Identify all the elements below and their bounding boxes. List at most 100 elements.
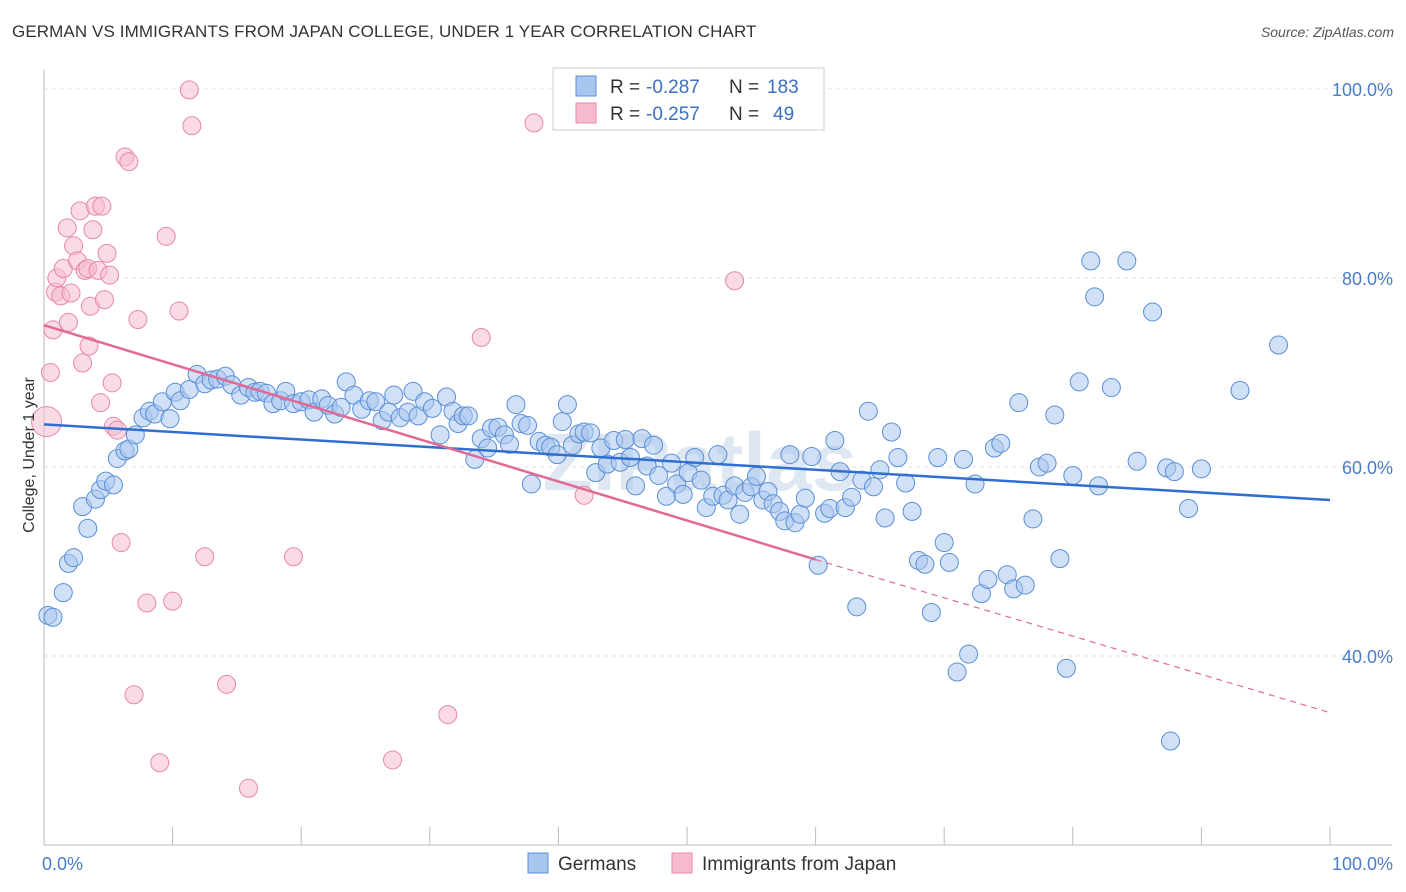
- data-point-germans: [384, 385, 404, 405]
- data-point-germans: [518, 415, 538, 435]
- y-axis-label: College, Under 1 year: [21, 377, 38, 533]
- data-point-germans: [915, 554, 935, 574]
- bottom-legend-label-germans: Germans: [558, 854, 636, 875]
- data-point-germans: [847, 597, 867, 617]
- data-point-germans: [649, 465, 669, 485]
- legend-swatch-japan: [575, 102, 597, 124]
- data-point-japan: [31, 406, 63, 438]
- data-point-germans: [644, 435, 664, 455]
- data-point-japan: [124, 685, 144, 705]
- data-point-germans: [1045, 405, 1065, 425]
- data-point-germans: [1164, 462, 1184, 482]
- data-point-japan: [238, 778, 258, 798]
- data-point-germans: [947, 662, 967, 682]
- data-point-germans: [1143, 302, 1163, 322]
- data-point-germans: [808, 555, 828, 575]
- data-point-germans: [1101, 378, 1121, 398]
- data-point-germans: [422, 398, 442, 418]
- y-tick-label: 60.0%: [1342, 458, 1393, 478]
- bottom-legend: Germans Immigrants from Japan: [527, 852, 896, 875]
- data-point-japan: [119, 152, 139, 172]
- data-point-germans: [615, 430, 635, 450]
- data-point-germans: [1056, 658, 1076, 678]
- data-point-japan: [102, 373, 122, 393]
- legend-n-label: N =: [729, 77, 759, 98]
- data-point-germans: [626, 476, 646, 496]
- bottom-legend-label-japan: Immigrants from Japan: [702, 854, 896, 875]
- data-point-japan: [156, 226, 176, 246]
- legend-r-value: -0.287: [646, 77, 700, 98]
- data-point-germans: [506, 395, 526, 415]
- y-tick-label: 40.0%: [1342, 647, 1393, 667]
- legend-r-label: R =: [610, 77, 640, 98]
- data-point-germans: [1269, 335, 1289, 355]
- data-point-germans: [673, 484, 693, 504]
- data-point-germans: [458, 406, 478, 426]
- data-point-germans: [1015, 575, 1035, 595]
- series-immigrants-japan: [31, 80, 745, 798]
- data-point-germans: [1009, 393, 1029, 413]
- data-point-japan: [128, 310, 148, 330]
- data-point-germans: [78, 518, 98, 538]
- data-point-germans: [1085, 287, 1105, 307]
- data-point-japan: [91, 393, 111, 413]
- data-point-japan: [58, 312, 78, 332]
- data-point-germans: [53, 583, 73, 603]
- data-point-germans: [978, 569, 998, 589]
- data-point-germans: [1127, 451, 1147, 471]
- data-point-germans: [730, 504, 750, 524]
- data-point-germans: [557, 395, 577, 415]
- data-point-japan: [471, 327, 491, 347]
- data-point-japan: [438, 705, 458, 725]
- data-point-japan: [83, 220, 103, 240]
- data-point-germans: [64, 548, 84, 568]
- data-point-germans: [552, 412, 572, 432]
- data-point-germans: [902, 501, 922, 521]
- data-point-japan: [179, 80, 199, 100]
- data-point-germans: [928, 448, 948, 467]
- legend-n-value: 183: [767, 77, 799, 98]
- data-point-japan: [73, 353, 93, 373]
- data-point-germans: [939, 552, 959, 572]
- data-point-japan: [217, 674, 237, 694]
- data-point-germans: [790, 504, 810, 524]
- data-point-germans: [842, 487, 862, 507]
- data-point-japan: [40, 362, 60, 382]
- legend-swatch-germans: [575, 75, 597, 97]
- data-point-germans: [795, 488, 815, 508]
- legend-box: [552, 67, 825, 131]
- data-point-germans: [888, 448, 908, 467]
- data-point-germans: [896, 473, 916, 493]
- trendline-japan: [43, 323, 816, 561]
- chart-title: GERMAN VS IMMIGRANTS FROM JAPAN COLLEGE,…: [12, 22, 757, 41]
- data-point-japan: [97, 243, 117, 263]
- legend-r-label: R =: [610, 104, 640, 125]
- data-point-germans: [780, 445, 800, 465]
- data-point-germans: [103, 475, 123, 495]
- data-point-japan: [725, 271, 745, 291]
- gridlines: [44, 88, 1392, 657]
- data-point-germans: [662, 453, 682, 473]
- data-point-japan: [94, 290, 114, 310]
- data-point-germans: [691, 470, 711, 490]
- data-point-germans: [863, 477, 883, 497]
- data-point-japan: [100, 265, 120, 285]
- data-point-germans: [1191, 459, 1211, 479]
- y-tick-labels: 40.0% 60.0% 80.0% 100.0%: [1332, 80, 1393, 667]
- data-point-germans: [870, 460, 890, 480]
- data-point-germans: [881, 422, 901, 442]
- data-point-japan: [61, 283, 81, 303]
- data-point-germans: [478, 438, 498, 458]
- trendline-germans: [43, 423, 1331, 502]
- y-tick-label: 80.0%: [1342, 269, 1393, 289]
- data-point-germans: [1179, 499, 1199, 519]
- data-point-germans: [953, 449, 973, 469]
- data-point-germans: [708, 445, 728, 465]
- data-point-germans: [43, 607, 63, 627]
- trendline-japan-extension: [815, 558, 1331, 714]
- data-point-germans: [500, 434, 520, 454]
- data-point-japan: [195, 547, 215, 567]
- data-point-germans: [160, 409, 180, 429]
- data-point-germans: [875, 508, 895, 528]
- y-tick-label: 100.0%: [1332, 80, 1393, 100]
